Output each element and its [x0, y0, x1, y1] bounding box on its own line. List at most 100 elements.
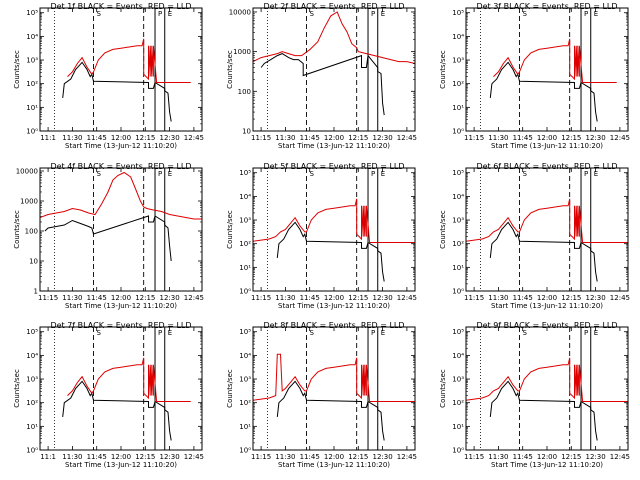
y-tick-label: 10⁵: [452, 328, 464, 336]
marker-e: E: [594, 10, 598, 18]
lld-series-line: [253, 353, 415, 402]
plot-frame: [39, 167, 203, 292]
x-tick-label: 12:30: [586, 453, 606, 461]
marker-e: E: [168, 329, 172, 337]
x-tick-label: 11:45: [513, 453, 533, 461]
x-tick-label: 12:30: [373, 134, 393, 142]
y-tick-label: 10¹: [26, 423, 38, 431]
y-tick-label: 10⁰: [239, 447, 251, 455]
y-tick-label: 10³: [26, 57, 38, 65]
lld-series-line: [466, 198, 628, 243]
x-tick-label: 12:00: [324, 294, 344, 302]
events-series-line: [276, 221, 385, 282]
y-tick-label: 10³: [239, 217, 251, 225]
marker-s: S: [309, 170, 314, 178]
marker-p: P: [371, 170, 375, 178]
marker-p: P: [584, 170, 588, 178]
marker-s: S: [96, 329, 101, 337]
x-tick-label: 11:30: [488, 134, 508, 142]
panel-title: Det 4f BLACK = Events, RED = LLD: [50, 162, 191, 171]
x-tick-label: 11:30: [62, 294, 82, 302]
x-tick-label: 12:45: [184, 134, 204, 142]
events-series-line: [62, 61, 172, 122]
x-tick-label: 12:15: [561, 294, 581, 302]
events-series-line: [489, 221, 598, 282]
x-tick-label: 12:15: [135, 453, 155, 461]
marker-s: S: [309, 329, 314, 337]
y-axis-label: Counts/sec: [439, 50, 447, 89]
x-tick-label: 11:45: [87, 294, 107, 302]
x-axis-label: Start Time (13-Jun-12 11:10:20): [65, 461, 177, 469]
marker-e: E: [168, 170, 172, 178]
x-tick-label: 11:15: [38, 294, 58, 302]
x-tick-label: 11:15: [251, 294, 271, 302]
x-axis-label: Start Time (13-Jun-12 11:10:20): [278, 142, 390, 150]
x-tick-label: 11:1: [40, 134, 56, 142]
panel-title: Det 1f BLACK = Events, RED = LLD: [50, 2, 191, 11]
x-tick-label: 12:45: [610, 453, 630, 461]
x-tick-label: 11:45: [300, 453, 320, 461]
y-axis-label: Counts/sec: [13, 50, 21, 89]
y-tick-label: 10⁴: [239, 352, 251, 360]
x-axis-label: Start Time (13-Jun-12 11:10:20): [65, 302, 177, 310]
y-tick-label: 10¹: [452, 423, 464, 431]
lld-series-line: [67, 38, 191, 83]
y-axis-label: Counts/sec: [13, 369, 21, 408]
x-tick-label: 11:45: [513, 294, 533, 302]
x-tick-label: 12:15: [348, 294, 368, 302]
y-tick-label: 10: [242, 128, 251, 136]
lld-series-line: [253, 11, 415, 64]
plot-frame: [465, 7, 629, 132]
x-tick-label: 11:45: [300, 294, 320, 302]
marker-p: P: [158, 170, 162, 178]
x-axis-label: Start Time (13-Jun-12 11:10:20): [278, 461, 390, 469]
x-tick-label: 12:15: [135, 294, 155, 302]
x-tick-label: 12:45: [397, 294, 417, 302]
marker-s: S: [96, 10, 101, 18]
y-axis-label: Counts/sec: [439, 210, 447, 249]
y-tick-label: 10⁴: [239, 193, 251, 201]
panel-title: Det 3f BLACK = Events, RED = LLD: [476, 2, 617, 11]
y-tick-label: 100: [238, 88, 251, 96]
y-tick-label: 10⁵: [452, 9, 464, 17]
marker-e: E: [594, 329, 598, 337]
x-tick-label: 12:45: [610, 294, 630, 302]
x-tick-label: 11:45: [300, 134, 320, 142]
x-tick-label: 11:45: [513, 134, 533, 142]
marker-p: P: [584, 329, 588, 337]
x-axis-label: Start Time (13-Jun-12 11:10:20): [491, 142, 603, 150]
marker-e: E: [381, 170, 385, 178]
y-tick-label: 10000: [229, 8, 251, 16]
events-series-line: [44, 215, 172, 262]
x-tick-label: 11:15: [251, 453, 271, 461]
x-tick-label: 11:30: [488, 453, 508, 461]
y-axis-label: Counts/sec: [226, 369, 234, 408]
x-axis-label: Start Time (13-Jun-12 11:10:20): [491, 461, 603, 469]
plot-frame: [39, 326, 203, 451]
y-tick-label: 10⁰: [26, 447, 38, 455]
x-axis-label: Start Time (13-Jun-12 11:10:20): [65, 142, 177, 150]
y-tick-label: 10³: [452, 57, 464, 65]
y-tick-label: 10⁰: [26, 128, 38, 136]
x-tick-label: 12:15: [348, 453, 368, 461]
y-axis-label: Counts/sec: [13, 210, 21, 249]
x-tick-label: 11:1: [40, 453, 56, 461]
y-axis-label: Counts/sec: [226, 50, 234, 89]
panel-title: Det 2f BLACK = Events, RED = LLD: [263, 2, 404, 11]
x-tick-label: 12:00: [537, 134, 557, 142]
lld-series-line: [40, 171, 202, 220]
marker-s: S: [96, 170, 101, 178]
marker-p: P: [371, 329, 375, 337]
marker-p: P: [158, 329, 162, 337]
x-tick-label: 12:45: [184, 453, 204, 461]
plot-frame: [39, 7, 203, 132]
y-tick-label: 10⁴: [26, 352, 38, 360]
y-tick-label: 10⁵: [452, 169, 464, 177]
y-axis-label: Counts/sec: [226, 210, 234, 249]
y-tick-label: 10¹: [452, 104, 464, 112]
y-tick-label: 10⁰: [452, 288, 464, 296]
